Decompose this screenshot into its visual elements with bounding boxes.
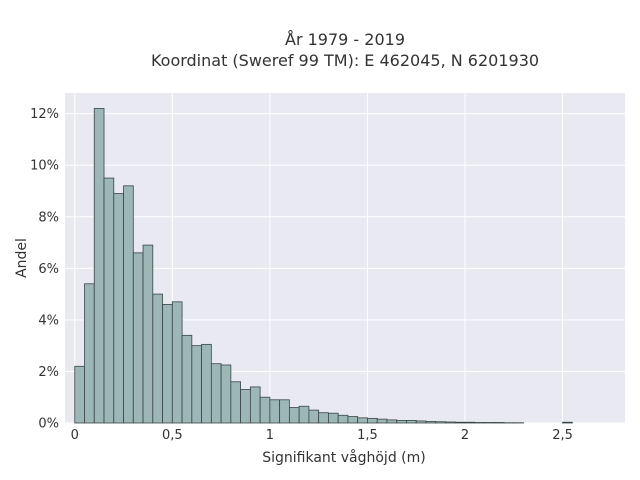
histogram-bar — [288, 407, 300, 424]
x-tick-label: 2,5 — [552, 428, 573, 443]
y-tick-label: 4% — [38, 313, 59, 328]
histogram-bar — [259, 396, 271, 424]
histogram-bar — [308, 409, 320, 424]
y-tick-label: 12% — [30, 107, 59, 122]
histogram-bar — [220, 364, 232, 424]
x-tick-label: 2 — [461, 428, 469, 443]
histogram-bar — [435, 421, 446, 424]
chart-title-line-2: Koordinat (Sweref 99 TM): E 462045, N 62… — [151, 51, 539, 70]
histogram-bar — [396, 420, 407, 424]
histogram-bar — [191, 345, 202, 424]
histogram-bar — [357, 417, 368, 424]
histogram-bar — [347, 416, 359, 424]
histogram-bar — [74, 365, 85, 424]
histogram-bar — [415, 420, 427, 424]
histogram-bar — [142, 244, 154, 424]
histogram-bar — [474, 422, 485, 424]
x-tick-label: 1 — [266, 428, 274, 443]
x-axis-title: Signifikant våghöjd (m) — [262, 449, 425, 466]
y-tick-label: 8% — [38, 210, 59, 225]
histogram-bar — [269, 399, 281, 424]
histogram-bar — [152, 293, 163, 424]
histogram-bar — [406, 420, 417, 424]
histogram-bar — [240, 389, 251, 424]
histogram-bar — [484, 422, 495, 424]
histogram-bar — [113, 193, 124, 424]
y-tick-label: 10% — [30, 159, 59, 174]
x-tick-label: 1,5 — [357, 428, 378, 443]
y-tick-label: 6% — [38, 262, 59, 277]
y-axis-title: Andel — [14, 238, 30, 278]
histogram-bar — [386, 419, 398, 424]
histogram-bar — [84, 283, 95, 424]
x-tick-label: 0 — [71, 428, 79, 443]
histogram-bar — [123, 185, 134, 424]
histogram-bar — [298, 405, 310, 424]
histogram-bar — [201, 343, 212, 424]
histogram-bar — [181, 334, 193, 424]
y-tick-label: 0% — [38, 417, 59, 432]
histogram-bar — [454, 421, 466, 424]
chart-title-line-1: År 1979 - 2019 — [285, 30, 405, 49]
histogram-bar — [230, 381, 242, 424]
histogram-bar — [445, 421, 456, 424]
histogram-bar — [210, 363, 222, 424]
x-tick-label: 0,5 — [162, 428, 183, 443]
histogram-bar — [337, 414, 349, 424]
histogram-bar — [328, 412, 339, 424]
histogram-bar — [93, 108, 105, 424]
histogram-bar — [367, 417, 378, 424]
histogram-bar — [376, 418, 388, 424]
histogram-bar — [132, 252, 144, 424]
x-tick-labels: 0 0,5 1 1,5 2 2,5 — [71, 428, 573, 443]
histogram-bar — [464, 421, 476, 424]
histogram-bar — [279, 399, 290, 424]
y-tick-label: 2% — [38, 365, 59, 380]
histogram-bar — [318, 412, 329, 424]
bars — [74, 108, 573, 424]
y-tick-labels: 0% 2% 4% 6% 8% 10% 12% — [30, 107, 59, 431]
histogram-bar — [249, 386, 261, 424]
histogram-bar — [162, 304, 173, 424]
histogram-bar — [425, 421, 437, 424]
histogram-bar — [103, 177, 115, 424]
histogram-bar — [562, 421, 573, 424]
histogram-bar — [171, 301, 183, 424]
histogram-bar — [493, 422, 505, 424]
